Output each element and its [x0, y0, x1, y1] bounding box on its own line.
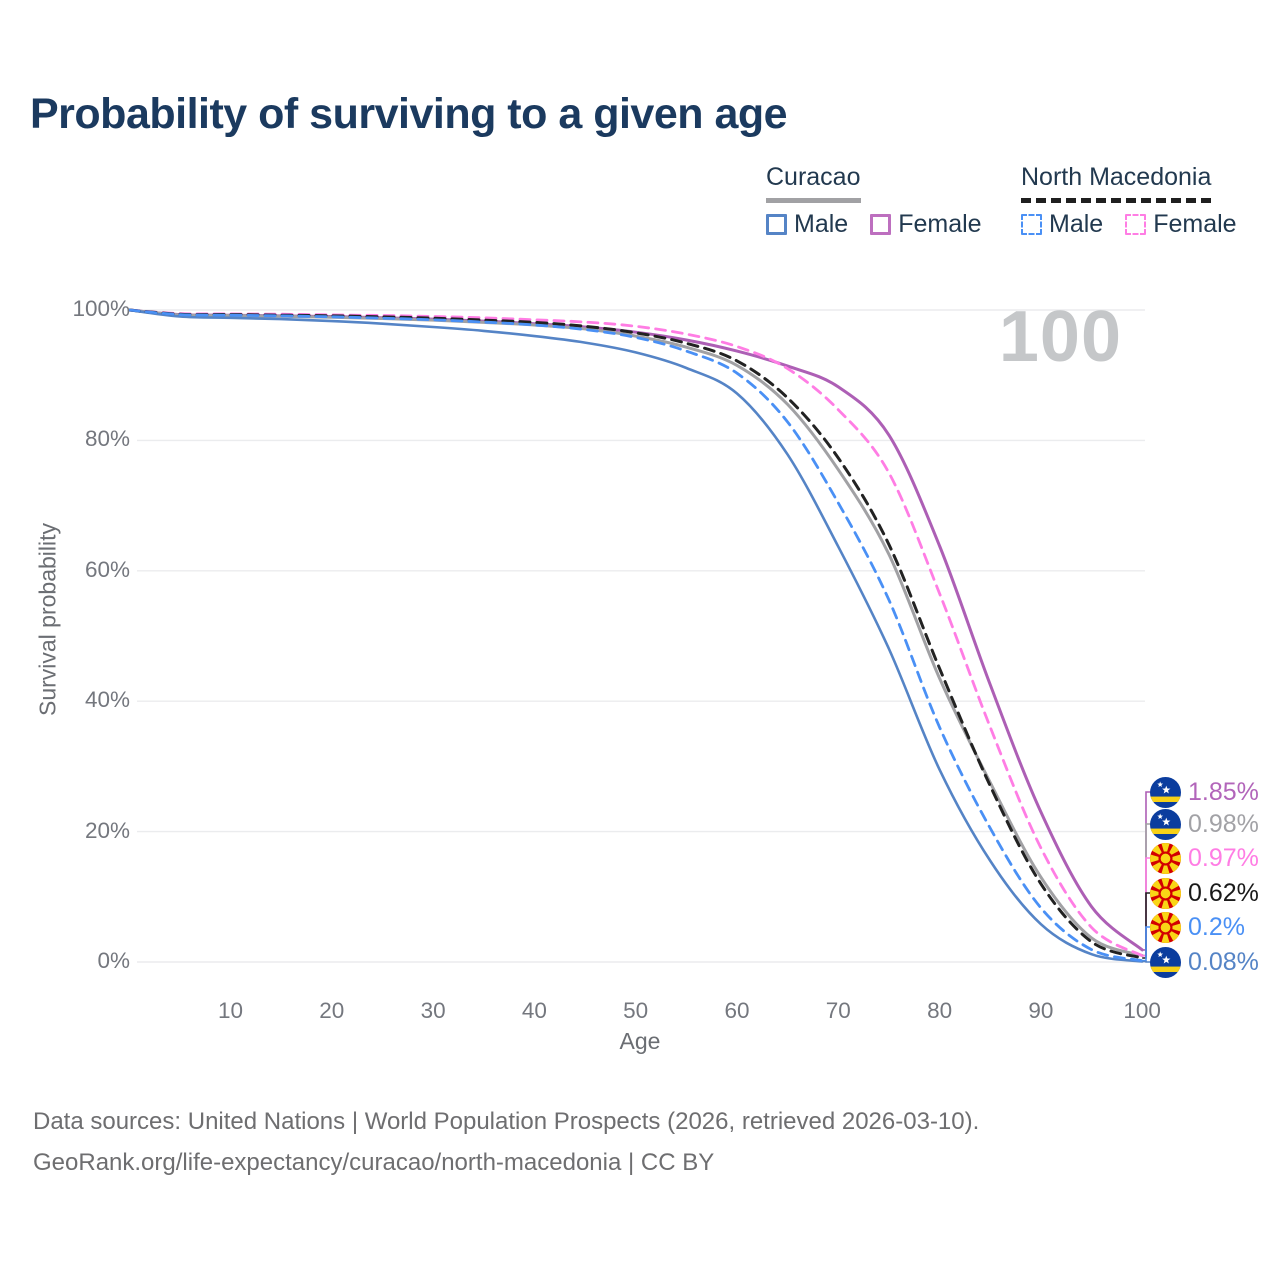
legend-swatch-female — [1125, 214, 1147, 235]
x-tick-label: 40 — [521, 998, 547, 1023]
legend-item-label: Male — [1049, 210, 1104, 238]
series-line-nm-female — [127, 308, 1144, 958]
legend-swatch-female — [870, 214, 892, 235]
curacao-flag-icon — [1150, 776, 1181, 808]
y-tick-label: 40% — [84, 687, 130, 713]
age-frame-watermark: 100 — [998, 297, 1122, 377]
x-tick-label: 60 — [724, 998, 750, 1023]
series-line-curacao-female — [127, 308, 1144, 952]
north-macedonia-flag-icon — [1150, 911, 1181, 943]
legend-item-label: Male — [794, 210, 849, 238]
north-macedonia-flag-icon — [1150, 877, 1181, 909]
legend-swatch-male — [766, 214, 787, 235]
x-tick-label: 50 — [623, 998, 649, 1023]
legend-item-label: Female — [898, 210, 982, 238]
series-line-curacao-male — [127, 308, 1144, 963]
leader-line-curacao-male — [1142, 960, 1151, 963]
end-label-row-nm-male: 0.2% — [1150, 910, 1245, 944]
legend-country-label: Curacao — [766, 163, 861, 203]
end-label-value: 0.97% — [1188, 843, 1259, 872]
end-label-value: 0.2% — [1188, 912, 1245, 941]
end-label-value: 1.85% — [1188, 777, 1259, 806]
end-label-row-nm-all: 0.62% — [1150, 876, 1259, 910]
x-tick-label: 70 — [825, 998, 851, 1023]
y-tick-label: 100% — [72, 296, 130, 321]
end-label-row-curacao-male: 0.08% — [1150, 945, 1259, 979]
end-label-row-curacao-all: 0.98% — [1150, 807, 1259, 841]
end-label-value: 0.08% — [1188, 947, 1259, 976]
x-tick-label: 10 — [217, 998, 244, 1023]
x-tick-label: 30 — [420, 998, 446, 1023]
legend-group-north-macedonia: North Macedonia Male Female — [1021, 163, 1259, 239]
x-tick-label: 100 — [1123, 998, 1161, 1023]
curacao-flag-icon — [1150, 946, 1181, 978]
data-source-note: Data sources: United Nations | World Pop… — [33, 1108, 980, 1135]
x-tick-label: 80 — [927, 998, 953, 1023]
end-label-row-curacao-female: 1.85% — [1150, 775, 1259, 809]
legend-swatch-male — [1021, 214, 1042, 235]
leader-line-nm-all — [1142, 892, 1151, 959]
end-label-value: 0.98% — [1188, 809, 1259, 838]
attribution-note: GeoRank.org/life-expectancy/curacao/nort… — [33, 1149, 715, 1176]
y-tick-label: 60% — [84, 556, 130, 582]
y-tick-label: 80% — [84, 426, 130, 452]
y-tick-label: 0% — [97, 948, 130, 973]
series-line-nm-all — [127, 308, 1144, 960]
end-label-value: 0.62% — [1188, 878, 1259, 907]
page-title: Probability of surviving to a given age — [30, 90, 788, 138]
series-line-curacao-all — [127, 308, 1144, 958]
north-macedonia-flag-icon — [1150, 842, 1181, 874]
x-tick-label: 90 — [1028, 998, 1054, 1023]
x-tick-label: 20 — [319, 998, 345, 1023]
end-label-row-nm-female: 0.97% — [1150, 841, 1259, 875]
y-tick-label: 20% — [84, 817, 130, 843]
legend-group-curacao: Curacao Male Female — [766, 163, 1004, 239]
x-axis-title: Age — [619, 1028, 661, 1054]
curacao-flag-icon — [1150, 808, 1181, 840]
legend-item-label: Female — [1153, 210, 1237, 238]
legend-country-label: North Macedonia — [1021, 163, 1212, 203]
series-line-nm-male — [127, 308, 1144, 963]
